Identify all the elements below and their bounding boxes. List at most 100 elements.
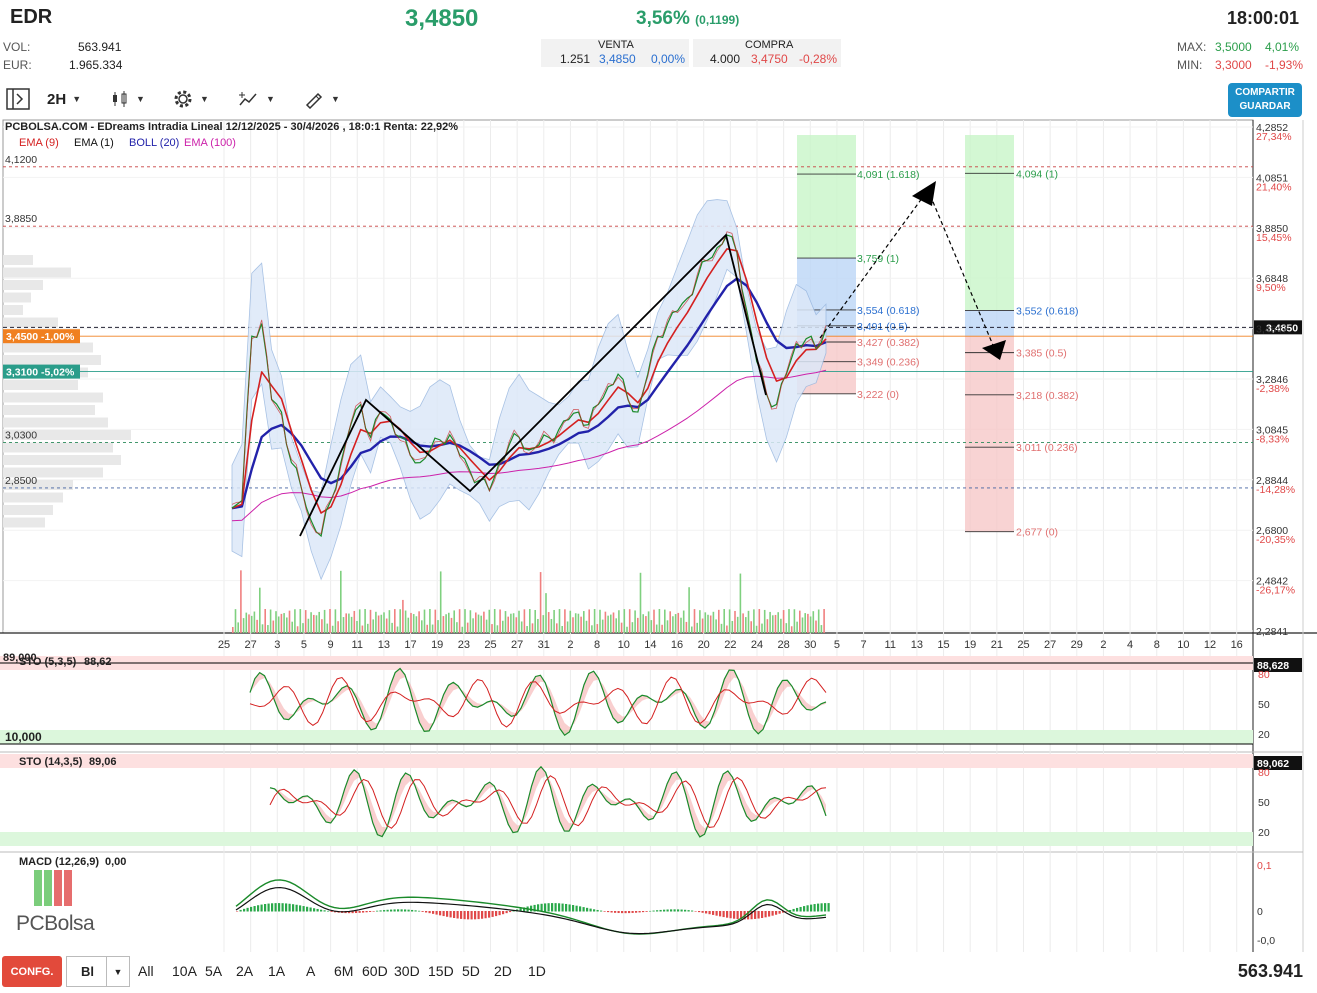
volume-bar xyxy=(269,609,272,633)
sidebar-toggle-button[interactable] xyxy=(6,88,30,110)
volume-bar xyxy=(426,624,428,633)
volume-bar xyxy=(337,621,339,633)
timeframe-button[interactable]: 6M xyxy=(334,963,354,979)
timeframe-button[interactable]: 1D xyxy=(528,963,546,979)
macd-histogram-bar xyxy=(411,909,414,912)
macd-histogram-bar xyxy=(586,907,589,912)
volume-bar xyxy=(410,612,412,633)
timeframe-button[interactable]: A xyxy=(306,963,316,979)
osc-badge xyxy=(1254,756,1302,770)
x-tick-label: 16 xyxy=(671,639,683,651)
volume-bar xyxy=(691,626,693,633)
x-tick-label: 13 xyxy=(911,639,923,651)
drawing-tools-select[interactable]: ▼ xyxy=(303,88,340,110)
min-pct: -1,93% xyxy=(1265,58,1304,72)
arrowhead-icon xyxy=(912,181,936,206)
timeframe-button[interactable]: 30D xyxy=(394,963,420,979)
y-tick-pct: -26,17% xyxy=(1256,585,1295,597)
volume-bar xyxy=(318,611,320,633)
volume-bar xyxy=(367,623,369,633)
timeframe-button[interactable]: 5A xyxy=(205,963,223,979)
chevron-down-icon: ▼ xyxy=(266,94,275,104)
macd-histogram-bar xyxy=(355,911,358,914)
macd-histogram-bar xyxy=(306,906,309,912)
timeframe-button[interactable]: 1A xyxy=(268,963,286,979)
timeframe-button[interactable]: 2A xyxy=(236,963,254,979)
macd-histogram-bar xyxy=(698,911,701,913)
macd-histogram-bar xyxy=(680,909,683,912)
config-button[interactable]: CONFG. xyxy=(2,956,62,987)
volume-bar xyxy=(766,619,769,633)
volume-bar xyxy=(361,625,364,633)
price-level-label: 3,8850 xyxy=(5,213,37,225)
x-tick-label: 23 xyxy=(458,639,470,651)
macd-histogram-bar xyxy=(533,904,536,912)
timeframe-button[interactable]: 2D xyxy=(494,963,512,979)
macd-histogram-bar xyxy=(792,908,795,912)
volume-bar xyxy=(742,613,744,633)
timeframe-button[interactable]: 5D xyxy=(462,963,480,979)
ticker-symbol: EDR xyxy=(10,6,53,28)
volume-bar xyxy=(331,625,334,633)
macd-histogram-bar xyxy=(589,908,592,912)
volume-bar xyxy=(537,618,539,633)
volume-bar xyxy=(682,610,685,633)
volume-bar xyxy=(340,570,342,633)
osc-level-label: 80 xyxy=(1258,669,1270,681)
macd-histogram-bar xyxy=(439,911,442,916)
volume-bar xyxy=(642,614,644,633)
volume-bar xyxy=(750,621,752,633)
ask-price: 3,4750 xyxy=(751,52,788,66)
sto2-fill xyxy=(270,766,826,837)
macd-histogram-bar xyxy=(502,911,505,915)
volume-bar xyxy=(404,610,407,633)
chart-type-select[interactable]: ▼ xyxy=(110,88,145,110)
chart-title: PCBOLSA.COM - EDreams Intradia Lineal 12… xyxy=(5,121,459,133)
volume-bar xyxy=(502,620,504,633)
fib-zone-green xyxy=(797,135,856,259)
timeframe-button[interactable]: 10A xyxy=(172,963,197,979)
volume-bar xyxy=(234,609,237,633)
share-save-button[interactable]: COMPARTIR GUARDAR xyxy=(1228,83,1302,117)
mode-select[interactable]: Bl ▼ xyxy=(66,956,130,987)
x-tick-label: 10 xyxy=(1177,639,1189,651)
price-line xyxy=(231,234,827,538)
settings-select[interactable]: ▼ xyxy=(172,88,209,110)
watermark-bar xyxy=(34,870,42,906)
timeframe-button[interactable]: 60D xyxy=(362,963,388,979)
macd-signal-line xyxy=(235,886,827,935)
macd-histogram-bar xyxy=(505,911,508,914)
macd-histogram-bar xyxy=(635,911,638,913)
y-tick-label: 2,4842 xyxy=(1256,576,1288,588)
volume-bar xyxy=(496,625,499,633)
volume-bar xyxy=(728,609,731,633)
macd-histogram-bar xyxy=(453,911,456,919)
volume-bar xyxy=(434,609,437,633)
volume-bar xyxy=(488,609,491,633)
volume-profile-bar xyxy=(3,392,103,403)
price-chart[interactable]: 4,091 (1.618) 3,759 (1) 3,554 (0.618) 3,491… xyxy=(0,118,1317,954)
eur-value: 1.965.334 xyxy=(69,58,123,72)
volume-bar xyxy=(804,613,806,633)
x-tick-label: 15 xyxy=(937,639,949,651)
x-tick-label: 2 xyxy=(567,639,573,651)
volume-bar xyxy=(315,615,318,633)
macd-histogram-bar xyxy=(530,905,533,912)
sto1-top-label: 89,000 xyxy=(3,652,37,664)
macd-histogram-bar xyxy=(253,906,256,912)
osc-level-label: 20 xyxy=(1258,827,1270,839)
y-tick-pct: -14,28% xyxy=(1256,484,1295,496)
volume-bar xyxy=(550,618,553,633)
volume-bar xyxy=(483,611,485,633)
macd-histogram-bar xyxy=(477,911,480,920)
volume-profile-bar xyxy=(3,455,121,465)
timeframe-button[interactable]: All xyxy=(138,963,154,979)
interval-select[interactable]: 2H ▼ xyxy=(47,88,81,110)
volume-bar xyxy=(307,618,310,633)
volume-profile-bar xyxy=(3,442,113,453)
indicators-select[interactable]: ▼ xyxy=(238,88,275,110)
fib-level-label: 3,349 (0.236) xyxy=(857,357,919,369)
timeframe-button[interactable]: 15D xyxy=(428,963,454,979)
macd-histogram-bar xyxy=(484,911,487,919)
pencil-icon xyxy=(305,92,323,109)
